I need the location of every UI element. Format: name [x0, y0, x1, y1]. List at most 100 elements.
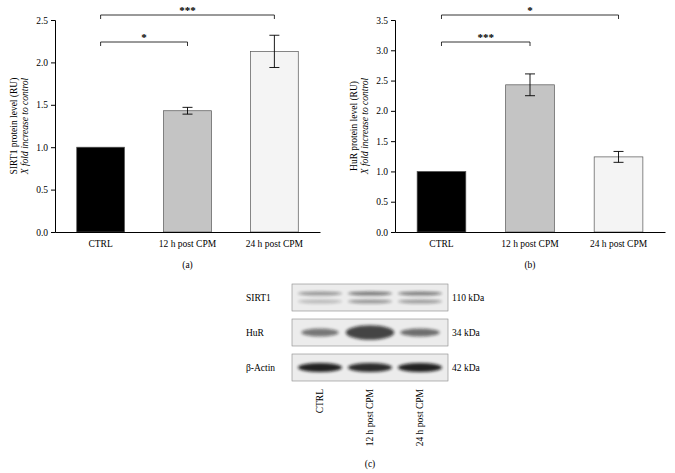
tick-mark: [51, 105, 55, 106]
tick-label: 3.0: [376, 46, 388, 56]
bar: [164, 111, 212, 232]
tick: 24 h post CPM: [590, 232, 648, 249]
error-cap: [614, 162, 624, 163]
tick-mark: [51, 232, 55, 233]
plot-area: [417, 74, 643, 232]
blot-band: [298, 292, 342, 296]
tick-mark: [391, 232, 395, 233]
significance-label: *: [141, 31, 147, 43]
tick: 24 h post CPM: [246, 232, 304, 249]
tick-mark: [51, 147, 55, 148]
size-label: 110 kDa: [452, 293, 485, 303]
bar: [77, 147, 125, 232]
axis-title: SIRT1 protein level (RU): [9, 78, 20, 175]
error-cap: [269, 35, 279, 36]
tick-mark: [51, 190, 55, 191]
error-cap: [525, 73, 535, 74]
blot: SIRT1110 kDaHuR34 kDaβ-Actin42 kDaCTRL12…: [246, 284, 485, 470]
error-stem: [274, 35, 275, 67]
tick: 3.5: [376, 16, 395, 26]
tick: 3.0: [376, 46, 395, 56]
axis-line: [391, 21, 396, 233]
error-stem: [187, 107, 188, 114]
bar: [506, 85, 555, 232]
axis-line: [51, 21, 56, 233]
tick-label: 2.0: [36, 58, 48, 68]
error-bar: [183, 107, 193, 114]
tick: 12 h post CPM: [501, 232, 559, 249]
blot-row: β-Actin42 kDa: [246, 354, 480, 381]
tick-label: CTRL: [88, 239, 112, 249]
y-axis: 0.0 0.5 1.0 1.5 2.0 2.5 3.0 3.5: [376, 16, 395, 238]
blot-band: [348, 363, 392, 372]
tick-label: 24 h post CPM: [590, 239, 648, 249]
blot-band: [346, 325, 394, 339]
lane-label: 24 h post CPM: [415, 388, 425, 446]
significance: *: [441, 4, 618, 19]
blot-frame: [292, 284, 448, 311]
tick: 2.0: [36, 58, 55, 68]
x-axis: CTRL 12 h post CPM 24 h post CPM: [56, 232, 321, 249]
bar: [417, 171, 466, 232]
blot-frame: [292, 354, 448, 381]
x-axis: CTRL 12 h post CPM 24 h post CPM: [396, 232, 666, 249]
tick: CTRL: [429, 232, 453, 249]
tick-label: 1.0: [36, 143, 48, 153]
tick-label: 1.0: [376, 167, 388, 177]
panel-label: (a): [182, 260, 193, 271]
y-axis: 0.00.51.01.52.02.5: [36, 16, 55, 238]
tick-mark: [391, 20, 395, 21]
tick-label: 2.0: [376, 106, 388, 116]
size-label: 34 kDa: [452, 328, 480, 338]
tick-label: 2.5: [376, 76, 388, 86]
blot-band: [298, 300, 342, 304]
error-stem: [530, 74, 531, 96]
tick-mark: [391, 111, 395, 112]
tick-label: 0.5: [36, 185, 48, 195]
error-cap: [614, 151, 624, 152]
axis-title: X fold increase to control: [20, 77, 30, 175]
axis-title: X fold increase to control: [360, 77, 370, 175]
panel-label: (b): [524, 260, 535, 271]
tick-label: 12 h post CPM: [501, 239, 559, 249]
blot-row: HuR34 kDa: [246, 319, 480, 346]
tick-mark: [391, 141, 395, 142]
chart: 0.00.51.01.52.02.5CTRL12 h post CPM24 h …: [9, 4, 321, 271]
blot-band: [398, 292, 442, 296]
tick-label: CTRL: [429, 239, 453, 249]
significance-label: ***: [179, 4, 196, 16]
tick-label: 0.5: [376, 197, 388, 207]
tick: 2.0: [376, 106, 395, 116]
blot-band: [301, 329, 338, 337]
error-bar: [525, 74, 535, 96]
tick-label: 24 h post CPM: [246, 239, 304, 249]
size-label: 42 kDa: [452, 363, 480, 373]
tick: 1.5: [376, 137, 395, 147]
blot-band: [348, 292, 392, 296]
tick-mark: [51, 62, 55, 63]
significance-label: ***: [477, 31, 494, 43]
plot-area: [77, 35, 299, 232]
significance-label: *: [527, 4, 533, 16]
tick-mark: [391, 171, 395, 172]
tick-label: 3.5: [376, 16, 388, 26]
tick-label: 1.5: [376, 137, 388, 147]
axis-line: [56, 232, 321, 233]
tick-mark: [391, 202, 395, 203]
chart: 0.0 0.5 1.0 1.5 2.0 2.5 3.0 3.5 CTRL 12 h post CP…: [349, 4, 666, 271]
significance: ***: [101, 4, 275, 19]
tick: 1.5: [36, 100, 55, 110]
error-cap: [525, 95, 535, 96]
significance: *: [101, 31, 188, 46]
error-stem: [618, 151, 619, 162]
blot-band: [400, 329, 440, 337]
tick-mark: [391, 81, 395, 82]
tick: CTRL: [88, 232, 112, 249]
tick: 0.0: [36, 228, 55, 238]
tick: 0.5: [36, 185, 55, 195]
tick-label: 0.0: [376, 228, 388, 238]
tick-mark: [391, 50, 395, 51]
bar: [250, 51, 298, 232]
tick-label: 12 h post CPM: [159, 239, 217, 249]
lane-label: 12 h post CPM: [365, 388, 375, 446]
